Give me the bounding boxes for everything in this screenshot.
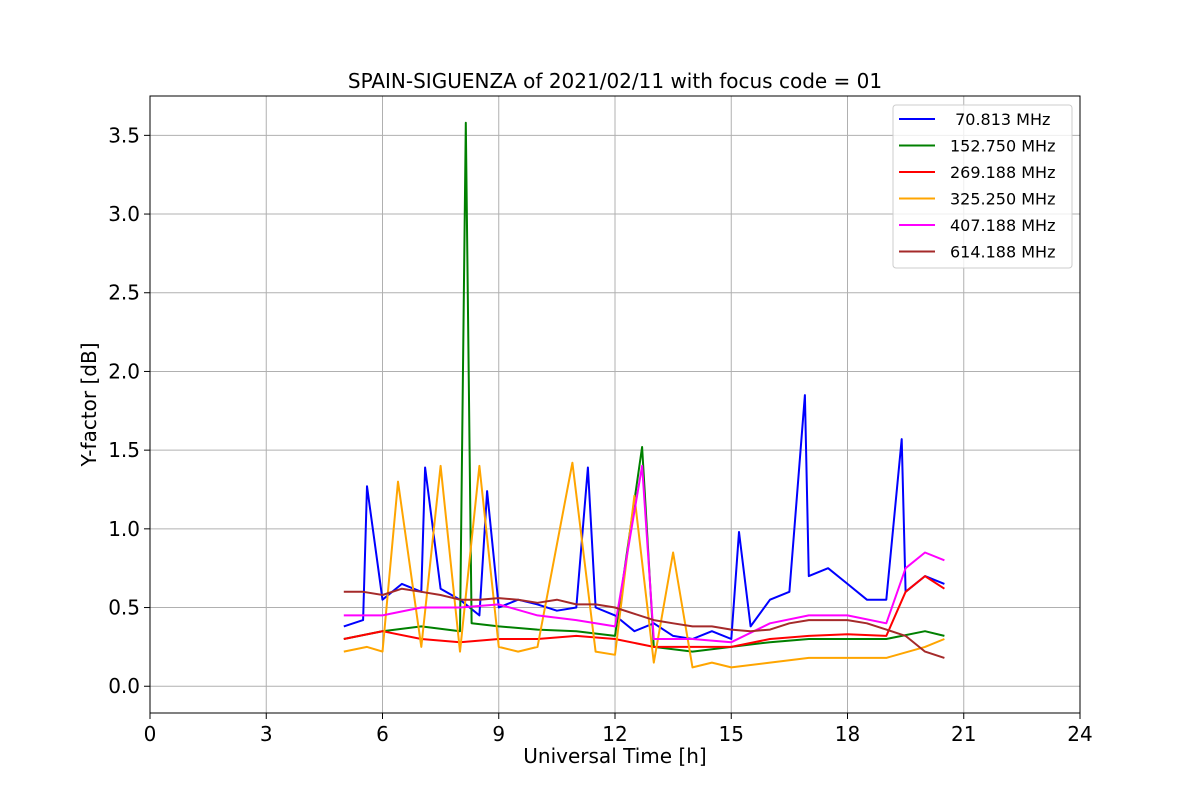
x-tick-label: 21 [951, 722, 976, 746]
x-tick-label: 15 [719, 722, 744, 746]
legend-box [892, 104, 1073, 269]
x-tick-label: 0 [144, 722, 157, 746]
y-tick-label: 2.5 [108, 281, 140, 305]
chart-title: SPAIN-SIGUENZA of 2021/02/11 with focus … [348, 69, 882, 93]
y-tick-label: 0.0 [108, 674, 140, 698]
legend-label-0: 70.813 MHz [950, 110, 1050, 129]
series-line-4 [343, 464, 945, 644]
series-line-5 [343, 587, 945, 659]
y-ticks: 0.0 0.5 1.0 1.5 2.0 2.5 3.0 3.5 [108, 123, 150, 698]
x-axis-label: Universal Time [h] [523, 744, 706, 768]
x-tick-label: 9 [492, 722, 505, 746]
legend-label-3: 325.250 MHz [950, 190, 1055, 209]
x-tick-label: 3 [260, 722, 273, 746]
series-line-0 [343, 394, 945, 640]
legend-label-4: 407.188 MHz [950, 216, 1055, 235]
y-tick-label: 3.5 [108, 123, 140, 147]
x-tick-label: 24 [1067, 722, 1092, 746]
x-tick-label: 18 [835, 722, 860, 746]
series-line-3 [343, 461, 945, 669]
y-tick-label: 1.5 [108, 438, 140, 462]
x-tick-label: 6 [376, 722, 389, 746]
y-tick-label: 2.0 [108, 359, 140, 383]
legend-label-2: 269.188 MHz [950, 163, 1055, 182]
legend-label-5: 614.188 MHz [950, 243, 1055, 262]
series-lines [343, 121, 945, 669]
y-axis-label: Y-factor [dB] [77, 342, 101, 467]
y-tick-label: 3.0 [108, 202, 140, 226]
legend: 70.813 MHz 152.750 MHz 269.188 MHz 325.250 … [892, 104, 1073, 269]
y-tick-label: 1.0 [108, 517, 140, 541]
x-tick-label: 12 [602, 722, 627, 746]
y-tick-label: 0.5 [108, 596, 140, 620]
legend-label-1: 152.750 MHz [950, 137, 1055, 156]
x-ticks: 0 3 6 9 12 15 18 21 24 [144, 713, 1093, 746]
series-line-2 [343, 575, 945, 648]
grid [149, 96, 1081, 713]
